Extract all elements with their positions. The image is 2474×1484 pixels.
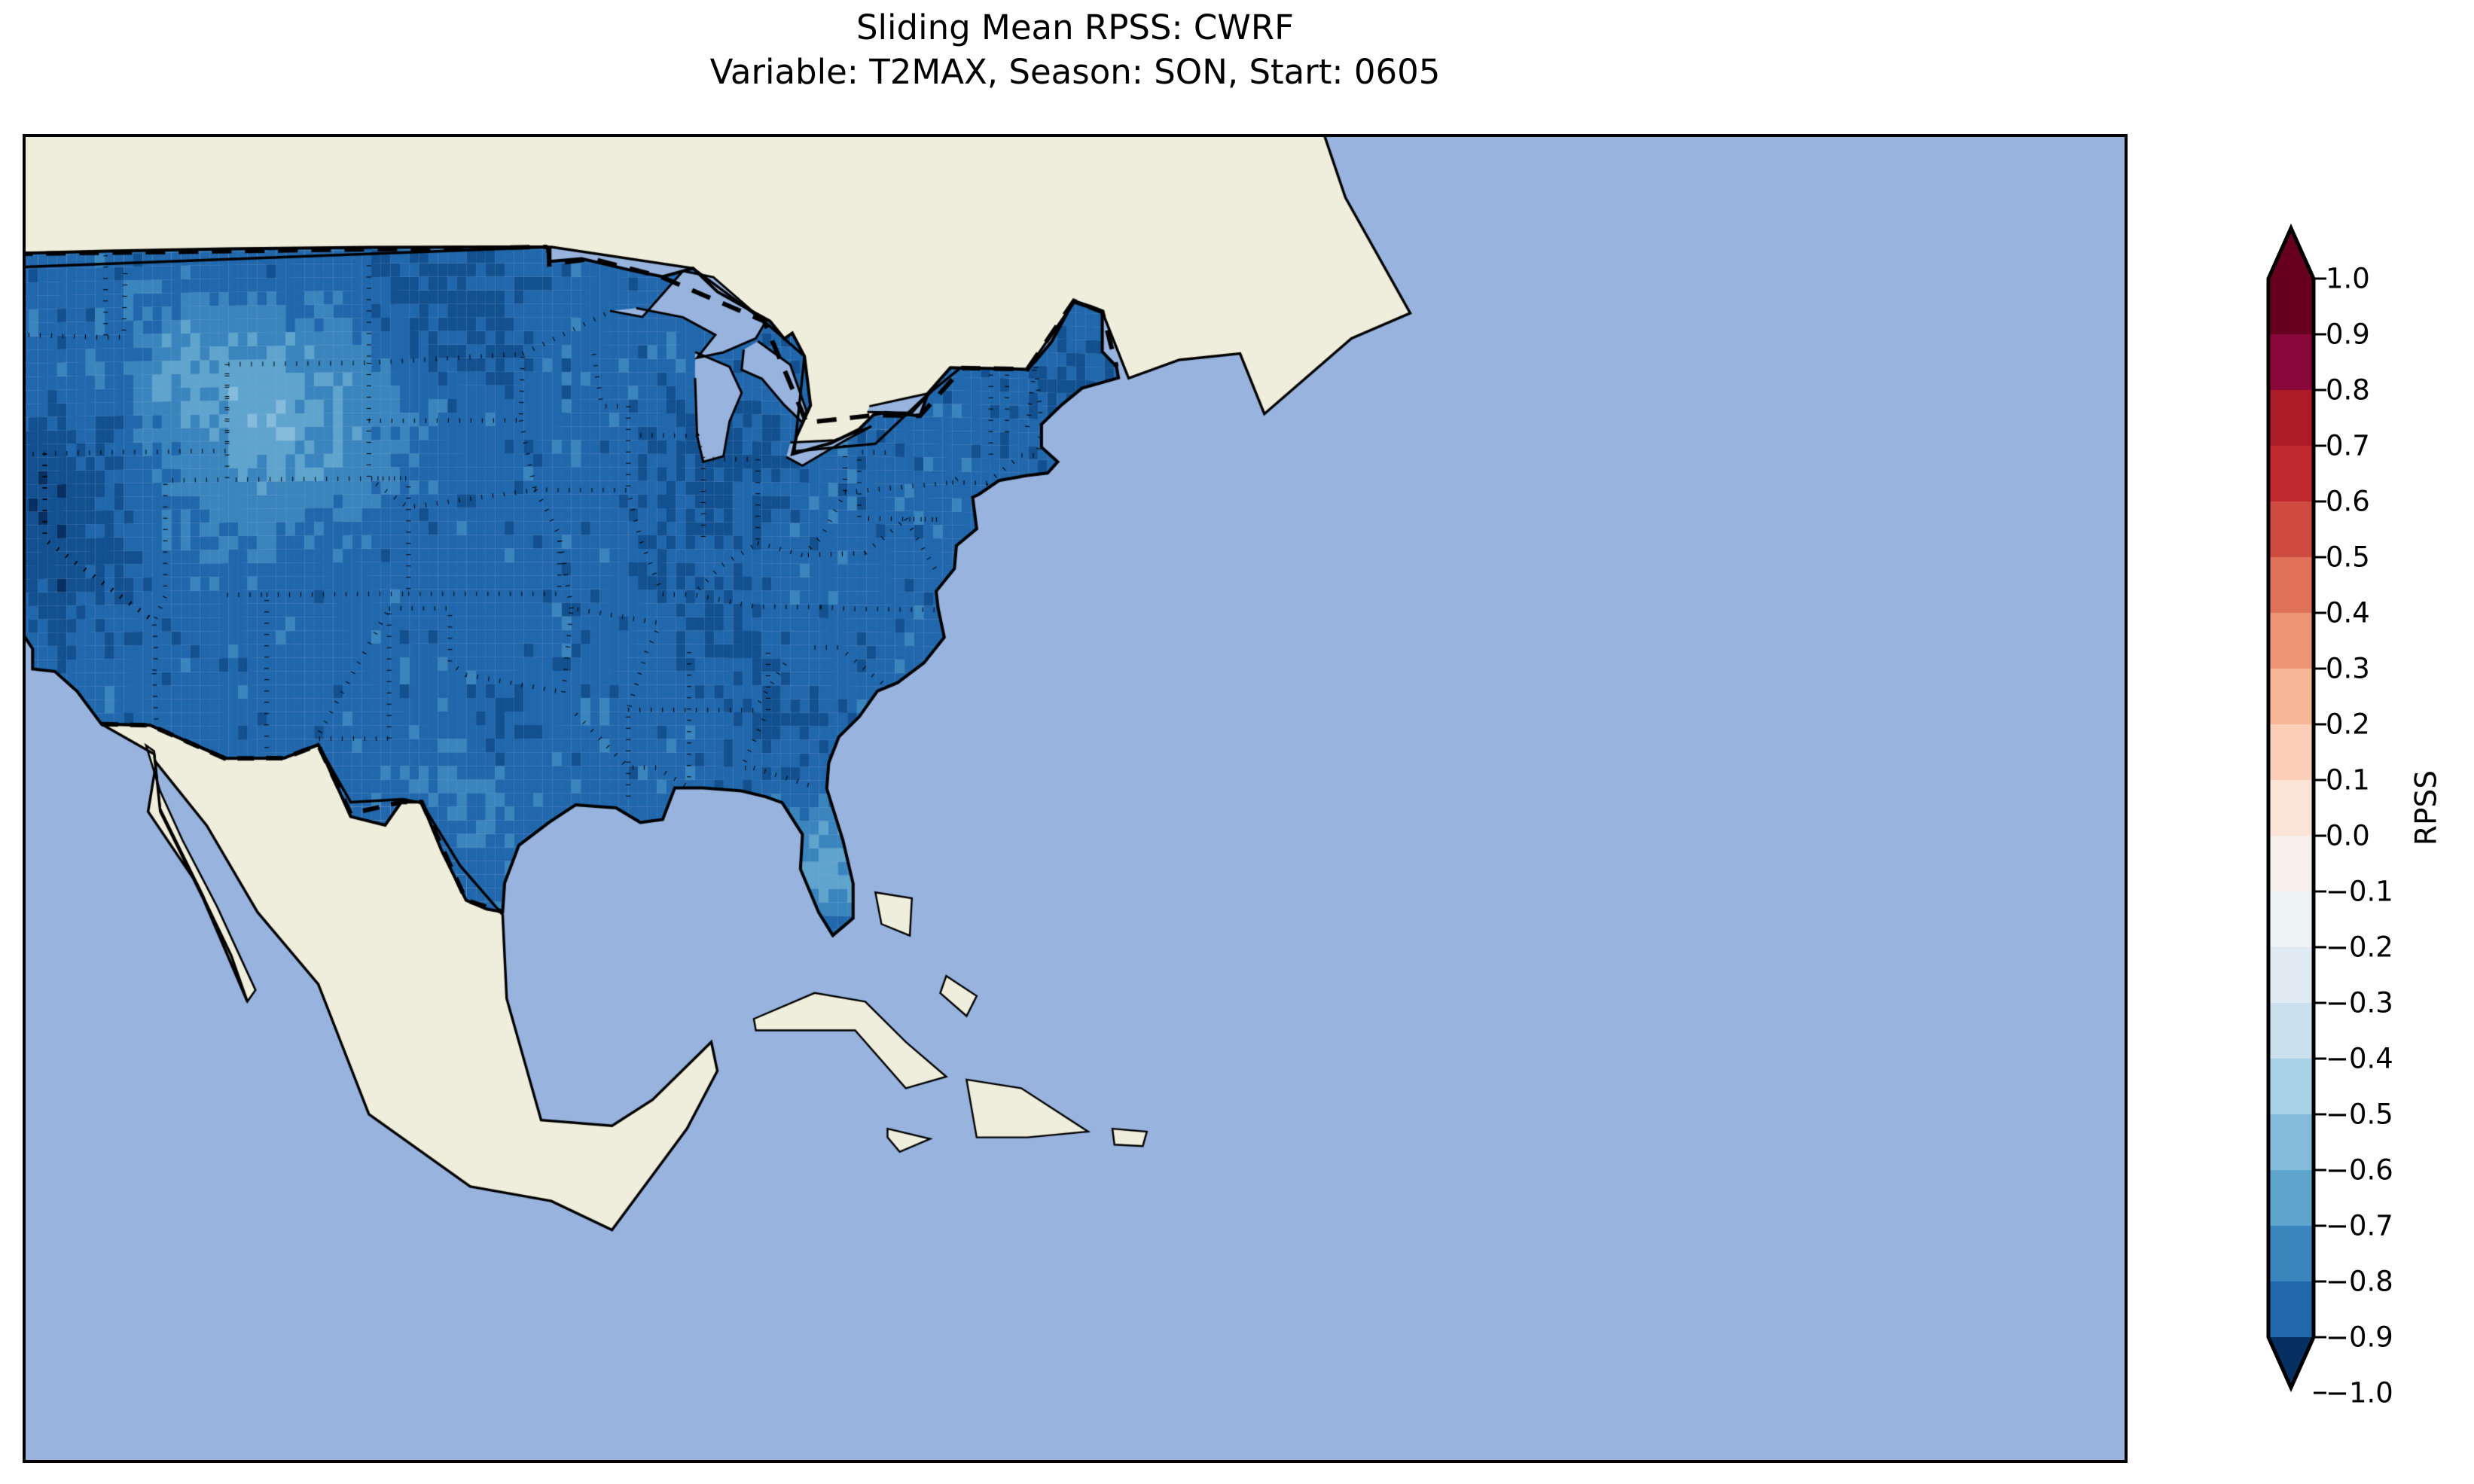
figure-title: Sliding Mean RPSS: CWRF Variable: T2MAX,… — [0, 6, 2150, 94]
colorbar-tick-mark — [2314, 1336, 2326, 1339]
colorbar-tick-label: 0.3 — [2326, 652, 2370, 685]
colorbar-tick-label: −0.9 — [2326, 1321, 2393, 1354]
colorbar-tick-label: −1.0 — [2326, 1376, 2393, 1409]
title-line-2: Variable: T2MAX, Season: SON, Start: 060… — [709, 51, 1441, 92]
colorbar-tick-mark — [2314, 946, 2326, 949]
colorbar-tick-mark — [2314, 277, 2326, 280]
colorbar-tick-label: −0.1 — [2326, 875, 2393, 908]
colorbar-tick-mark — [2314, 1001, 2326, 1004]
colorbar-tick-mark — [2314, 333, 2326, 336]
colorbar-tick-mark — [2314, 779, 2326, 782]
title-line-1: Sliding Mean RPSS: CWRF — [856, 8, 1294, 47]
colorbar-tick-label: −0.2 — [2326, 931, 2393, 964]
colorbar-tick-label: −0.6 — [2326, 1153, 2393, 1187]
map-axes — [23, 134, 2128, 1463]
colorbar-tick-label: −0.5 — [2326, 1098, 2393, 1131]
colorbar-tick-mark — [2314, 1391, 2326, 1394]
colorbar-tick-mark — [2314, 500, 2326, 503]
colorbar-tick-label: −0.7 — [2326, 1209, 2393, 1242]
colorbar-tick-label: 0.9 — [2326, 318, 2370, 351]
colorbar-tick-mark — [2314, 667, 2326, 670]
colorbar-tick-label: 0.8 — [2326, 373, 2370, 407]
colorbar-tick-label: 0.5 — [2326, 541, 2370, 574]
colorbar-tick-mark — [2314, 556, 2326, 559]
colorbar-tick-mark — [2314, 723, 2326, 726]
colorbar-tick-label: 0.6 — [2326, 485, 2370, 518]
colorbar-tick-label: −0.3 — [2326, 986, 2393, 1019]
colorbar-tick-mark — [2314, 890, 2326, 893]
colorbar-tick-label: 0.0 — [2326, 819, 2370, 852]
colorbar-tick-label: 0.2 — [2326, 708, 2370, 741]
colorbar-tick-mark — [2314, 834, 2326, 837]
colorbar-tick-label: 0.1 — [2326, 763, 2370, 797]
colorbar-tick-mark — [2314, 444, 2326, 447]
colorbar-tick-mark — [2314, 611, 2326, 614]
colorbar-tick-mark — [2314, 1057, 2326, 1060]
colorbar: 1.0 0.9 0.8 0.7 0.6 0.5 0.4 0.3 0.2 0.1 0.0 −0.1 −0.… — [2266, 223, 2393, 1409]
colorbar-tick-mark — [2314, 1224, 2326, 1227]
colorbar-tick-label: 0.7 — [2326, 429, 2370, 462]
rpss-heatmap-canvas — [26, 137, 2125, 1460]
colorbar-tick-label: 0.4 — [2326, 596, 2370, 629]
colorbar-tick-mark — [2314, 1280, 2326, 1283]
colorbar-gradient — [2266, 223, 2316, 1393]
colorbar-tick-label: −0.4 — [2326, 1042, 2393, 1075]
colorbar-tick-label: −0.8 — [2326, 1265, 2393, 1298]
colorbar-tick-mark — [2314, 1169, 2326, 1172]
colorbar-tick-mark — [2314, 1113, 2326, 1116]
colorbar-tick-mark — [2314, 389, 2326, 392]
colorbar-tick-label: 1.0 — [2326, 262, 2370, 295]
colorbar-axis-label: RPSS — [2409, 769, 2444, 846]
